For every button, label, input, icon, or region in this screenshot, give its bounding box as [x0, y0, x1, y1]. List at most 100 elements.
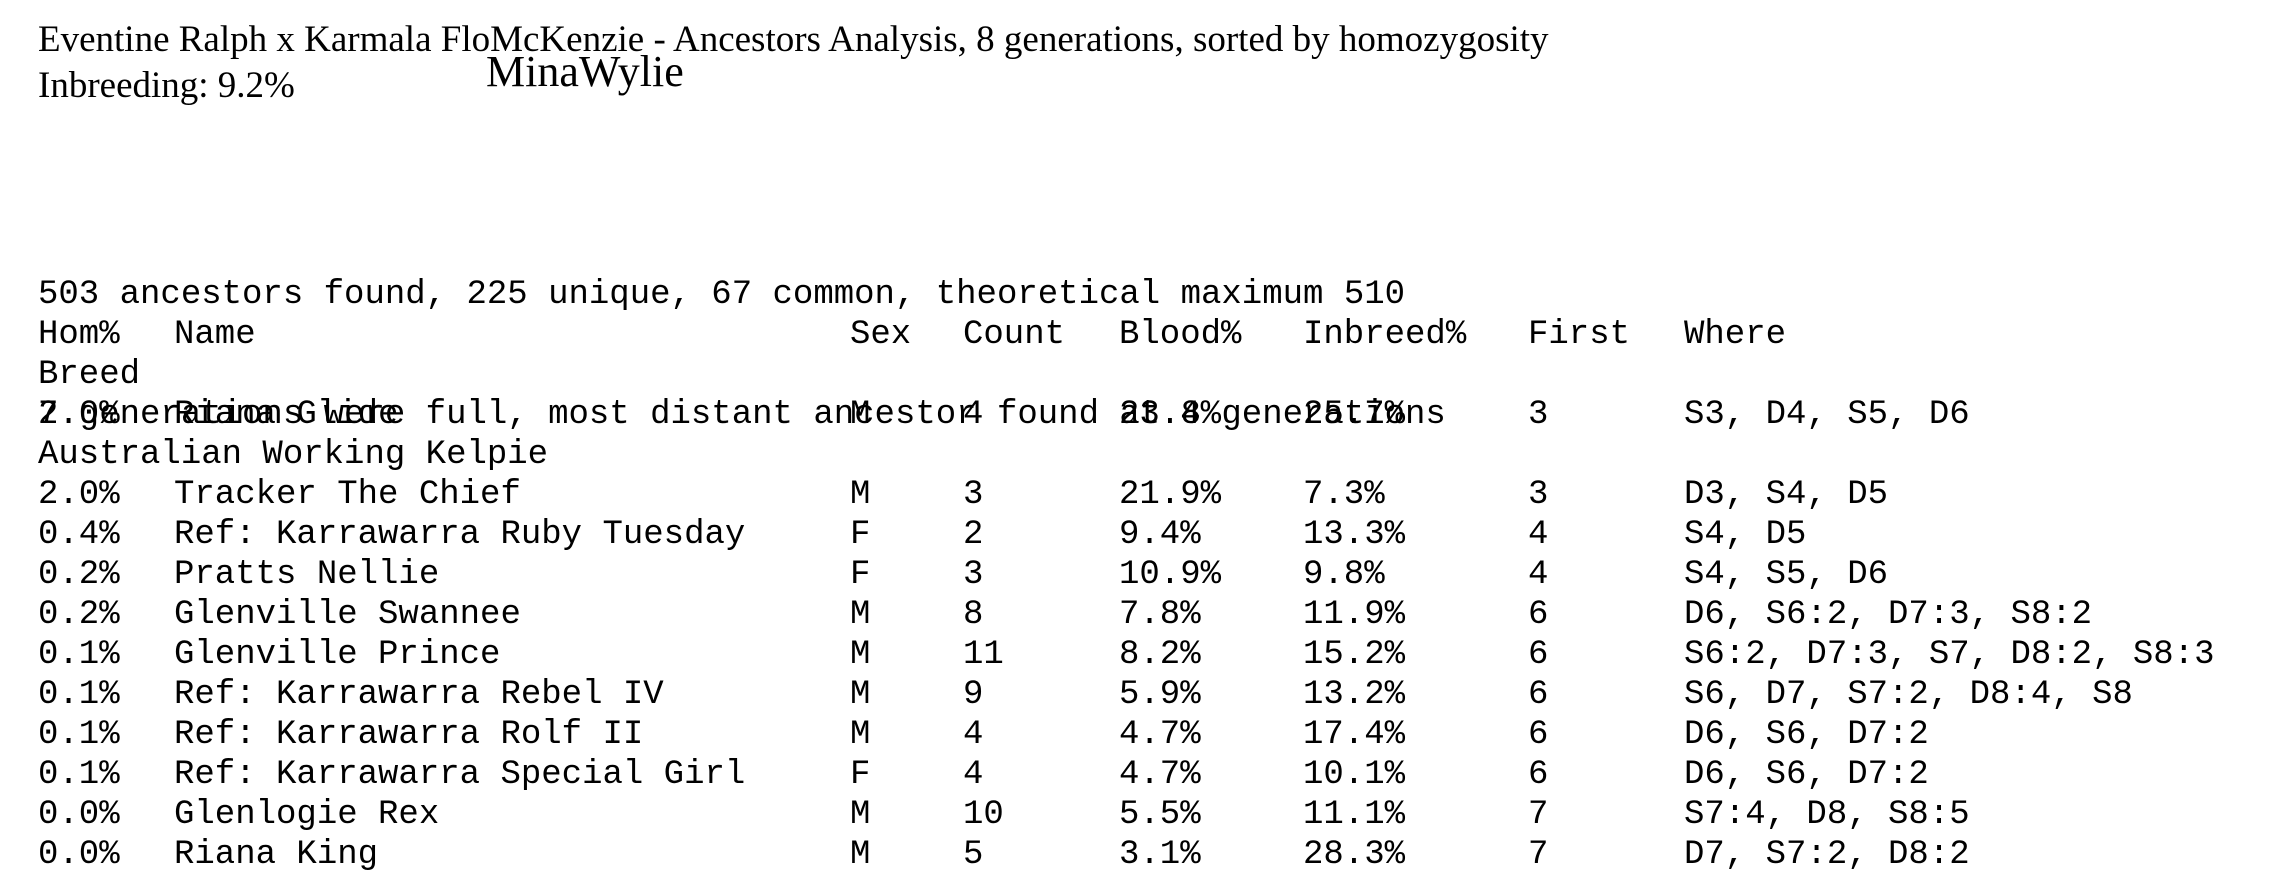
- table-row: 0.1% Ref: Karrawarra Special Girl F 4 4.7% 10…: [38, 755, 1929, 795]
- cell-count: 9: [963, 676, 984, 714]
- table-row: 0.1% Glenville Prince M 11 8.2% 15.2% 6 S6:2, D…: [38, 635, 2215, 675]
- cell-hom: 0.0%: [38, 796, 120, 834]
- cell-inbreed: 11.9%: [1303, 596, 1406, 634]
- column-header-hom: Hom%: [38, 316, 120, 354]
- cell-hom: 0.1%: [38, 636, 120, 674]
- column-header-sex: Sex: [850, 316, 912, 354]
- cell-hom: 0.2%: [38, 596, 120, 634]
- cell-name: Riana Glide: [174, 396, 399, 434]
- cell-count: 4: [963, 756, 984, 794]
- cell-name: Glenlogie Rex: [174, 796, 440, 834]
- cell-name: Ref: Karrawarra Ruby Tuesday: [174, 516, 746, 554]
- cell-name: Ref: Karrawarra Rolf II: [174, 716, 644, 754]
- cell-blood: 23.4%: [1119, 396, 1222, 434]
- cell-name: Pratts Nellie: [174, 556, 440, 594]
- cell-name: Glenville Swannee: [174, 596, 521, 634]
- cell-first: 4: [1528, 516, 1549, 554]
- cell-first: 7: [1528, 796, 1549, 834]
- cell-blood: 3.1%: [1119, 836, 1201, 874]
- cell-hom: 2.0%: [38, 476, 120, 514]
- cell-sex: M: [850, 836, 871, 874]
- cell-first: 6: [1528, 596, 1549, 634]
- cell-first: 6: [1528, 716, 1549, 754]
- cell-inbreed: 28.3%: [1303, 836, 1406, 874]
- cell-where: S6:2, D7:3, S7, D8:2, S8:3: [1684, 636, 2215, 674]
- cell-inbreed: 10.1%: [1303, 756, 1406, 794]
- cell-count: 4: [963, 396, 984, 434]
- cell-hom: 2.0%: [38, 396, 120, 434]
- cell-blood: 4.7%: [1119, 756, 1201, 794]
- table-row: 0.0% Riana King M 5 3.1% 28.3% 7 D7, S7:2, D8:2: [38, 835, 1970, 875]
- cell-inbreed: 13.2%: [1303, 676, 1406, 714]
- table-row: 0.1% Ref: Karrawarra Rolf II M 4 4.7% 17.4% 6 D…: [38, 715, 1929, 755]
- cell-where: S3, D4, S5, D6: [1684, 396, 1970, 434]
- table-row: 0.0% Glenlogie Rex M 10 5.5% 11.1% 7 S7:4, D8, …: [38, 795, 1970, 835]
- cell-blood: 5.5%: [1119, 796, 1201, 834]
- cell-where: S4, S5, D6: [1684, 556, 1889, 594]
- column-header-count: Count: [963, 316, 1066, 354]
- cell-first: 3: [1528, 396, 1549, 434]
- table-row: 0.4% Ref: Karrawarra Ruby Tuesday F 2 9.4% 13…: [38, 515, 1806, 555]
- column-header-inbreed: Inbreed%: [1303, 316, 1467, 354]
- cell-where: S6, D7, S7:2, D8:4, S8: [1684, 676, 2133, 714]
- breed-column-header: Breed: [38, 356, 141, 394]
- cell-sex: M: [850, 796, 871, 834]
- cell-sex: M: [850, 676, 871, 714]
- cell-where: D6, S6, D7:2: [1684, 716, 1929, 754]
- table-row: 0.1% Ref: Karrawarra Rebel IV M 9 5.9% 13.2% 6…: [38, 675, 2133, 715]
- overlapping-name-label: MinaWylie: [486, 47, 684, 96]
- cell-first: 4: [1528, 556, 1549, 594]
- column-header-blood: Blood%: [1119, 316, 1242, 354]
- cell-count: 11: [963, 636, 1004, 674]
- table-row: 0.2% Pratts Nellie F 3 10.9% 9.8% 4 S4, S5, D6: [38, 555, 1888, 595]
- cell-where: S7:4, D8, S8:5: [1684, 796, 1970, 834]
- cell-sex: M: [850, 476, 871, 514]
- cell-blood: 7.8%: [1119, 596, 1201, 634]
- cell-hom: 0.1%: [38, 716, 120, 754]
- cell-hom: 0.1%: [38, 676, 120, 714]
- cell-inbreed: 15.2%: [1303, 636, 1406, 674]
- cell-hom: 0.1%: [38, 756, 120, 794]
- cell-inbreed: 17.4%: [1303, 716, 1406, 754]
- table-header-row: Hom% Name Sex Count Blood% Inbreed% Firs…: [38, 315, 1786, 355]
- cell-inbreed: 25.7%: [1303, 396, 1406, 434]
- page-title: Eventine Ralph x Karmala FloMcKenzie - A…: [38, 19, 1549, 60]
- summary-ancestor-counts: 503 ancestors found, 225 unique, 67 comm…: [38, 276, 1406, 314]
- cell-where: D6, S6, D7:2: [1684, 756, 1929, 794]
- cell-sex: F: [850, 516, 871, 554]
- cell-count: 10: [963, 796, 1004, 834]
- cell-hom: 0.0%: [38, 836, 120, 874]
- cell-name: Riana King: [174, 836, 379, 874]
- breed-group-row: Australian Working Kelpie: [38, 435, 548, 475]
- summary-generations: 7 generations were full, most distant an…: [38, 396, 1446, 434]
- breed-header-row: Breed: [38, 355, 140, 395]
- column-header-first: First: [1528, 316, 1631, 354]
- cell-name: Tracker The Chief: [174, 476, 521, 514]
- cell-blood: 8.2%: [1119, 636, 1201, 674]
- cell-first: 3: [1528, 476, 1549, 514]
- table-row: 2.0% Riana Glide M 4 23.4% 25.7% 3 S3, D4, S5, …: [38, 395, 1970, 435]
- cell-sex: M: [850, 596, 871, 634]
- breed-group-label: Australian Working Kelpie: [38, 436, 549, 474]
- cell-blood: 5.9%: [1119, 676, 1201, 714]
- cell-where: S4, D5: [1684, 516, 1807, 554]
- inbreeding-coefficient: Inbreeding: 9.2%: [38, 65, 295, 106]
- cell-inbreed: 11.1%: [1303, 796, 1406, 834]
- cell-sex: M: [850, 396, 871, 434]
- analysis-summary: 503 ancestors found, 225 unique, 67 comm…: [38, 195, 1446, 475]
- cell-count: 8: [963, 596, 984, 634]
- cell-blood: 10.9%: [1119, 556, 1222, 594]
- table-body: 2.0% Riana Glide M 4 23.4% 25.7% 3 S3, D4, S5, …: [38, 395, 2215, 875]
- cell-count: 3: [963, 556, 984, 594]
- cell-inbreed: 9.8%: [1303, 556, 1385, 594]
- table-row: 0.2% Glenville Swannee M 8 7.8% 11.9% 6 D6, S6:…: [38, 595, 2092, 635]
- cell-name: Ref: Karrawarra Rebel IV: [174, 676, 664, 714]
- cell-count: 5: [963, 836, 984, 874]
- cell-sex: F: [850, 756, 871, 794]
- cell-first: 6: [1528, 676, 1549, 714]
- cell-count: 3: [963, 476, 984, 514]
- column-header-where: Where: [1684, 316, 1787, 354]
- cell-where: D7, S7:2, D8:2: [1684, 836, 1970, 874]
- cell-blood: 9.4%: [1119, 516, 1201, 554]
- cell-hom: 0.2%: [38, 556, 120, 594]
